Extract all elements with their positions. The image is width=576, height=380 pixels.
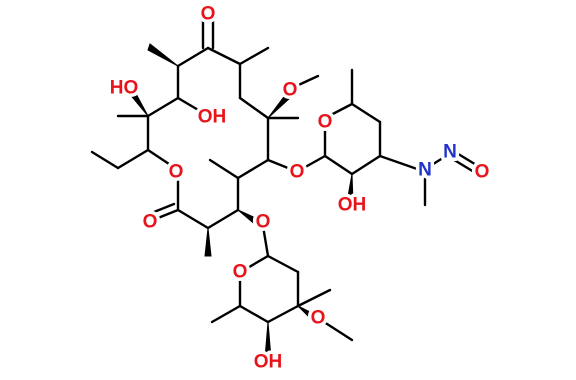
- atom-label: O: [318, 112, 333, 133]
- bonds: [90, 16, 480, 359]
- atom-label: O: [143, 212, 158, 233]
- atom-label: O: [475, 162, 490, 183]
- atom-label: OH: [338, 195, 367, 216]
- atom-label: OH: [198, 107, 227, 128]
- atom-label: N: [443, 142, 457, 163]
- atom-label: O: [311, 308, 326, 329]
- atom-label: O: [290, 162, 305, 183]
- atom-label: O: [233, 262, 248, 283]
- atom-label: N: [418, 160, 432, 181]
- atom-label: OH: [254, 352, 283, 373]
- atom-label: O: [169, 162, 184, 183]
- atom-label: O: [201, 4, 216, 25]
- atom-labels: O HO OH O O O O OH N N O O O O O OH: [106, 0, 493, 376]
- atom-label: O: [256, 212, 271, 233]
- atom-label: HO: [110, 78, 139, 99]
- atom-label: O: [283, 80, 298, 101]
